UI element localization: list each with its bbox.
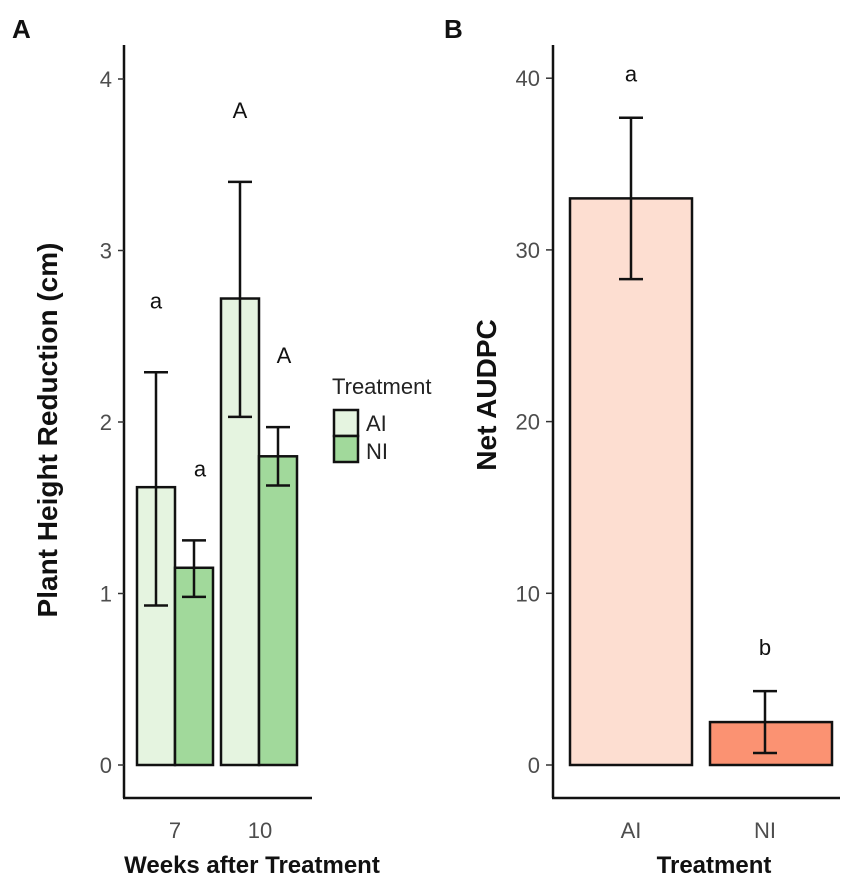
legend-title: Treatment — [332, 374, 431, 399]
panel-a-x-tick-10: 10 — [248, 818, 272, 843]
panel-b-x-tick-ai: AI — [621, 818, 642, 843]
panel-b-bar-ai — [568, 197, 694, 767]
legend-swatch-ai — [332, 408, 360, 438]
panel-a-y-tick-label-3: 3 — [100, 239, 112, 264]
legend-label-ai: AI — [366, 411, 387, 436]
panel-a-bar-ai-week-7-significance-label: a — [150, 288, 163, 313]
panel-a-x-tick-7: 7 — [169, 818, 181, 843]
panel-a-bar-ni-week-10-significance-label: A — [277, 343, 292, 368]
panel-b-bar-ni-significance-label: b — [759, 635, 771, 660]
panel-a-y-tick-label-0: 0 — [100, 753, 112, 778]
panel-b-bar-ni — [708, 720, 834, 767]
panel-letter-a: A — [12, 14, 31, 44]
panel-a-y-tick-label-1: 1 — [100, 582, 112, 607]
panel-b-x-tick-ni: NI — [754, 818, 776, 843]
panel-a-y-axis-title: Plant Height Reduction (cm) — [32, 243, 63, 618]
panel-b-bar-ai-significance-label: a — [625, 62, 638, 87]
legend-label-ni: NI — [366, 439, 388, 464]
panel-b-x-axis-title: Treatment — [657, 852, 772, 879]
legend-swatch-ni — [332, 434, 360, 464]
panel-b: 0 10 20 30 40 a b Net AUDPC Treatment AI NI — [471, 45, 840, 879]
panel-b-y-tick-label-0: 0 — [528, 753, 540, 778]
panel-b-y-tick-label-2: 20 — [516, 410, 540, 435]
panel-letter-b: B — [444, 14, 463, 44]
panel-a-x-axis-title: Weeks after Treatment — [124, 852, 380, 879]
panel-a-y-tick-label-4: 4 — [100, 67, 112, 92]
panel-b-y-tick-label-1: 10 — [516, 581, 540, 606]
panel-a: 0 1 2 3 4 a Aa A Plant Height Reduction (cm) W… — [32, 45, 380, 879]
panel-a-bar-ai-week-10-significance-label: A — [233, 98, 248, 123]
panel-a-bar-ni-week-7 — [173, 566, 215, 767]
legend: Treatment AI NI — [332, 374, 431, 464]
panel-b-y-axis-title: Net AUDPC — [471, 319, 502, 470]
panel-b-y-tick-label-3: 30 — [516, 238, 540, 263]
panel-b-y-tick-label-4: 40 — [516, 66, 540, 91]
panel-a-bar-ni-week-7-significance-label: a — [194, 456, 207, 481]
panel-a-bar-ni-week-10 — [257, 455, 299, 767]
panel-a-y-tick-label-2: 2 — [100, 410, 112, 435]
